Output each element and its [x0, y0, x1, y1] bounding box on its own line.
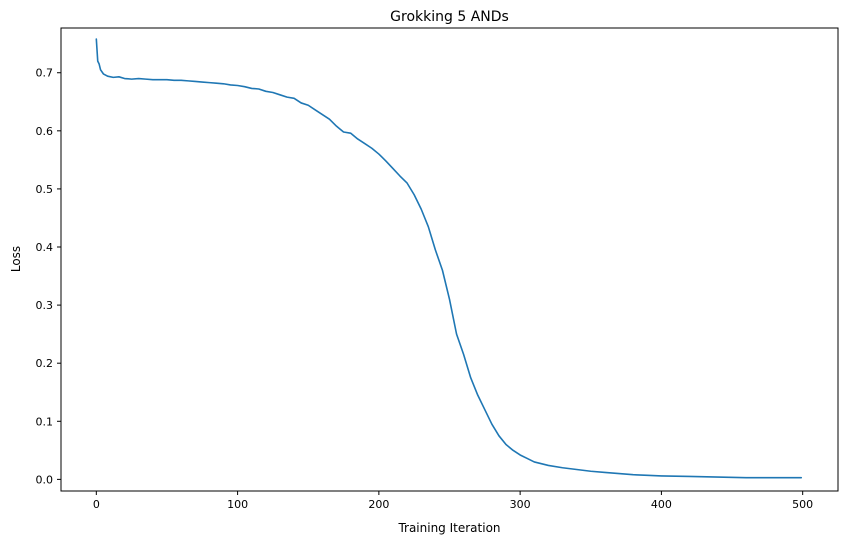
loss-line-series: [95, 38, 803, 479]
x-tick-label: 300: [510, 498, 531, 511]
y-tick-label: 0.2: [36, 357, 54, 370]
y-ticks: 0.0 0.1 0.2 0.3 0.4 0.5 0.6 0.7: [36, 67, 61, 486]
y-axis-label: Loss: [9, 246, 23, 272]
y-tick-label: 0.6: [36, 125, 54, 138]
y-tick-label: 0.7: [36, 67, 54, 80]
x-tick-label: 100: [227, 498, 248, 511]
x-tick-label: 500: [792, 498, 813, 511]
plot-area: [60, 27, 839, 492]
x-ticks: 0 100 200 300 400 500: [93, 491, 813, 511]
chart-title: Grokking 5 ANDs: [390, 9, 509, 25]
x-tick-label: 0: [93, 498, 100, 511]
x-axis-label: Training Iteration: [397, 521, 500, 535]
y-tick-label: 0.1: [36, 415, 54, 428]
x-tick-label: 200: [368, 498, 389, 511]
y-tick-label: 0.4: [36, 241, 54, 254]
y-tick-label: 0.0: [36, 473, 54, 486]
x-tick-label: 400: [651, 498, 672, 511]
series-layer: [95, 38, 803, 479]
y-tick-label: 0.3: [36, 299, 54, 312]
y-tick-label: 0.5: [36, 183, 54, 196]
